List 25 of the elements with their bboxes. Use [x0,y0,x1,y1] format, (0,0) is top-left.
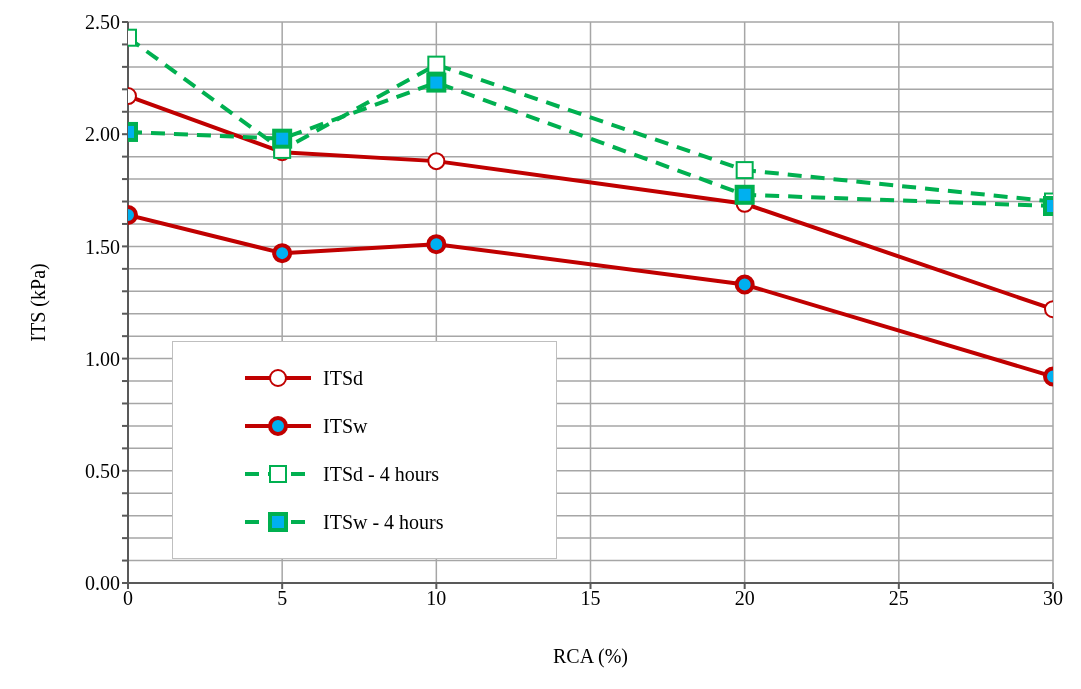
point [427,55,446,74]
legend-label: ITSd [323,366,363,390]
x-tick-label: 15 [580,587,601,610]
x-axis-title: RCA (%) [553,645,628,668]
x-tick-label: 0 [123,587,133,610]
y-tick-label: 2.50 [85,11,120,34]
x-tick-label: 20 [734,587,755,610]
legend-label: ITSw - 4 hours [323,510,444,534]
point [734,184,755,205]
y-tick-label: 0.00 [85,572,120,595]
x-tick-label: 5 [277,587,288,610]
legend-label: ITSd - 4 hours [323,462,440,486]
x-tick-label: 10 [426,587,447,610]
y-tick-label: 1.50 [85,235,120,258]
x-tick-label: 30 [1043,587,1063,610]
point [735,161,754,180]
y-tick-label: 0.50 [85,459,120,482]
point [426,72,447,93]
point [734,274,755,295]
point [426,234,447,255]
legend-label: ITSw [323,414,368,438]
x-tick-label: 25 [888,587,909,610]
y-tick-label: 1.00 [85,347,120,370]
y-tick-label: 2.00 [85,123,120,146]
y-axis-title: ITS (kPa) [27,263,51,342]
